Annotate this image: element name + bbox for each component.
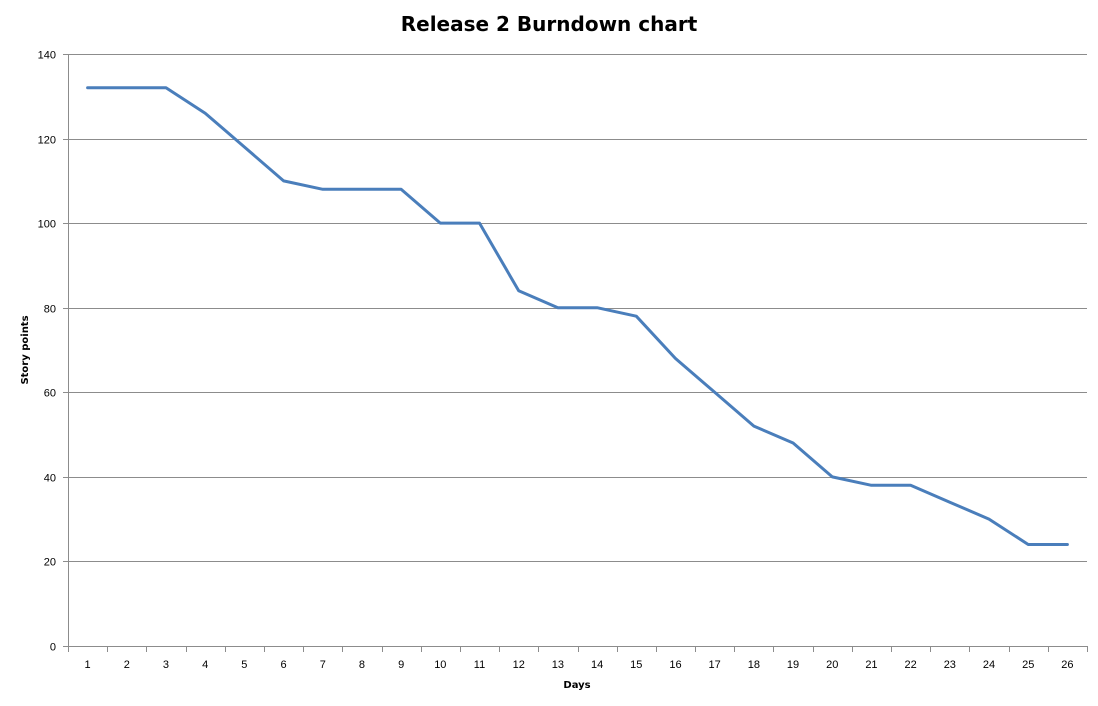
x-tick-label-8: 8 bbox=[359, 659, 365, 671]
x-tick-label-23: 23 bbox=[944, 659, 956, 671]
y-tick-labels: 0 20 40 60 80 100 120 140 bbox=[38, 50, 56, 654]
x-tick-label-14: 14 bbox=[591, 659, 603, 671]
x-tick-label-9: 9 bbox=[398, 659, 404, 671]
x-tick-labels: 1 2 3 4 5 6 7 8 9 10 11 12 13 14 15 16 17 18 19 20 21 22 23 24 2… bbox=[85, 659, 1074, 671]
y-tick-label-120: 120 bbox=[38, 135, 56, 147]
y-tick-label-100: 100 bbox=[38, 219, 56, 231]
y-tick-label-0: 0 bbox=[50, 642, 56, 654]
x-tick-label-12: 12 bbox=[513, 659, 525, 671]
x-tick-label-17: 17 bbox=[709, 659, 721, 671]
x-tick-label-11: 11 bbox=[474, 659, 485, 671]
x-tick-label-20: 20 bbox=[826, 659, 838, 671]
y-tick-label-80: 80 bbox=[44, 304, 56, 316]
x-tick-label-26: 26 bbox=[1061, 659, 1073, 671]
x-tick-label-19: 19 bbox=[787, 659, 799, 671]
x-tick-label-18: 18 bbox=[748, 659, 760, 671]
y-tick-label-60: 60 bbox=[44, 388, 56, 400]
x-tick-label-3: 3 bbox=[163, 659, 169, 671]
chart-title: Release 2 Burndown chart bbox=[401, 12, 698, 36]
y-tick-label-140: 140 bbox=[38, 50, 56, 62]
x-tick-label-5: 5 bbox=[241, 659, 247, 671]
series-line-0 bbox=[86, 86, 1069, 546]
y-tick-label-40: 40 bbox=[44, 473, 56, 485]
y-axis-title: Story points bbox=[20, 315, 31, 384]
x-axis-title: Days bbox=[563, 680, 590, 691]
x-tick-label-1: 1 bbox=[85, 659, 91, 671]
x-tick-label-25: 25 bbox=[1022, 659, 1034, 671]
x-tick-label-24: 24 bbox=[983, 659, 995, 671]
x-tick-label-4: 4 bbox=[202, 659, 208, 671]
x-tick-label-16: 16 bbox=[669, 659, 681, 671]
x-tick-label-6: 6 bbox=[280, 659, 286, 671]
x-tick-label-21: 21 bbox=[865, 659, 877, 671]
axes bbox=[63, 54, 1088, 652]
x-tick-label-7: 7 bbox=[320, 659, 326, 671]
x-tick-label-15: 15 bbox=[630, 659, 642, 671]
y-tick-label-20: 20 bbox=[44, 557, 56, 569]
series-layer bbox=[86, 86, 1069, 546]
x-tick-label-13: 13 bbox=[552, 659, 564, 671]
x-tick-label-2: 2 bbox=[124, 659, 130, 671]
x-tick-label-22: 22 bbox=[905, 659, 917, 671]
x-tick-label-10: 10 bbox=[434, 659, 446, 671]
